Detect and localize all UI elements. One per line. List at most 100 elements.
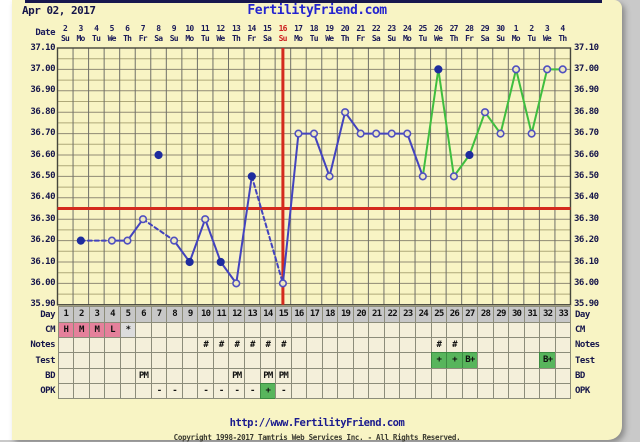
date-column: 10	[185, 24, 194, 33]
temp-dot	[465, 150, 474, 160]
notes-cell: #	[275, 337, 292, 354]
date-column: 6	[125, 24, 130, 33]
day-cell: 15	[275, 306, 292, 323]
bd-cell: PM	[259, 367, 277, 384]
top-navy-bar	[25, 0, 602, 3]
y-axis-tick: 36.80	[30, 106, 55, 117]
temp-dot	[449, 172, 458, 181]
y-axis-tick: 36.20	[574, 235, 599, 246]
temp-line-segment	[204, 218, 222, 263]
bd-cell	[104, 367, 121, 384]
opk-cell	[88, 382, 106, 399]
test-cell	[197, 352, 214, 369]
date-column: 16	[278, 24, 288, 33]
test-cell	[523, 352, 541, 369]
opk-cell	[181, 382, 199, 399]
temp-line-segment	[344, 111, 362, 135]
day-cell: 30	[508, 306, 525, 323]
date-column: 20	[340, 24, 350, 33]
temp-dot	[232, 279, 241, 288]
y-axis-tick: 36.50	[30, 170, 55, 181]
day-cell: 31	[523, 306, 541, 323]
bd-cell	[119, 367, 137, 384]
date-column: 14	[247, 24, 257, 33]
date-column: 24	[402, 24, 412, 33]
notes-cell: #	[212, 337, 230, 354]
day-cell: 17	[306, 306, 323, 323]
cm-cell	[197, 322, 214, 339]
opk-cell	[306, 382, 323, 399]
notes-cell	[461, 337, 479, 354]
day-cell: 12	[228, 306, 246, 323]
weekday-column: Su	[496, 34, 505, 43]
bd-cell	[337, 367, 354, 384]
discarded-temp-dot	[154, 150, 163, 160]
y-axis-tick: 36.10	[574, 256, 599, 267]
notes-cell: #	[430, 337, 448, 354]
cm-cell	[446, 322, 463, 339]
bd-cell	[306, 367, 323, 384]
temp-dot	[418, 172, 427, 181]
test-cell	[150, 352, 168, 369]
test-cell	[259, 352, 277, 369]
opk-cell: -	[166, 382, 183, 399]
y-axis-tick: 36.30	[30, 213, 55, 224]
opk-cell	[135, 382, 152, 399]
date-column: 1	[513, 24, 519, 33]
date-column: 11	[200, 24, 210, 33]
temp-dot	[511, 65, 521, 74]
test-cell	[290, 352, 308, 369]
bd-cell: PM	[135, 367, 152, 384]
weekday-column: Tu	[527, 34, 536, 43]
date-column: 21	[356, 24, 365, 33]
temp-line-segment	[173, 239, 191, 263]
date-column: 5	[109, 24, 115, 33]
y-axis-tick: 35.90	[30, 299, 55, 310]
notes-cell	[181, 337, 199, 354]
y-axis-tick: 35.90	[574, 299, 599, 310]
opk-cell	[119, 382, 137, 399]
weekday-column: Sa	[480, 34, 490, 43]
test-cell	[104, 352, 121, 369]
opk-cell: -	[150, 382, 168, 399]
cm-cell	[337, 322, 354, 339]
weekday-column: Su	[387, 34, 396, 43]
weekday-column: We	[542, 34, 552, 43]
test-cell	[415, 352, 432, 369]
weekday-column: We	[107, 34, 117, 43]
date-column: 30	[496, 24, 505, 33]
day-cell: 23	[399, 306, 417, 323]
temp-line-segment	[406, 132, 424, 178]
site-title-link[interactable]: FertilityFriend.com	[247, 3, 387, 18]
opk-cell: -	[197, 382, 214, 399]
day-cell: 29	[492, 306, 510, 323]
date-column: 26	[434, 24, 443, 33]
y-axis-tick: 36.20	[30, 235, 55, 246]
cm-cell	[259, 322, 277, 339]
date-column: 2	[529, 24, 534, 33]
weekday-column: Sa	[154, 34, 163, 43]
row-label-test: Test	[575, 355, 595, 366]
cm-cell	[399, 322, 417, 339]
notes-cell	[306, 337, 323, 354]
test-cell	[352, 352, 370, 369]
row-label-bd: BD	[45, 370, 55, 381]
bd-cell: PM	[275, 367, 292, 384]
temp-dot	[278, 279, 288, 288]
cm-cell	[461, 322, 479, 339]
notes-cell: #	[244, 337, 261, 354]
notes-cell	[73, 337, 90, 354]
cm-cell	[508, 322, 525, 339]
bd-cell	[415, 367, 432, 384]
day-cell: 7	[150, 306, 168, 323]
y-axis-tick: 36.10	[30, 256, 55, 267]
date-column: 8	[156, 24, 161, 33]
footer-url-link[interactable]: http://www.FertilityFriend.com	[229, 417, 405, 429]
cm-cell: L	[104, 322, 121, 339]
test-cell	[508, 352, 525, 369]
opk-cell: +	[259, 382, 277, 399]
notes-cell	[104, 337, 121, 354]
weekday-column: We	[325, 34, 334, 43]
date-column: 28	[465, 24, 474, 33]
opk-cell	[399, 382, 417, 399]
